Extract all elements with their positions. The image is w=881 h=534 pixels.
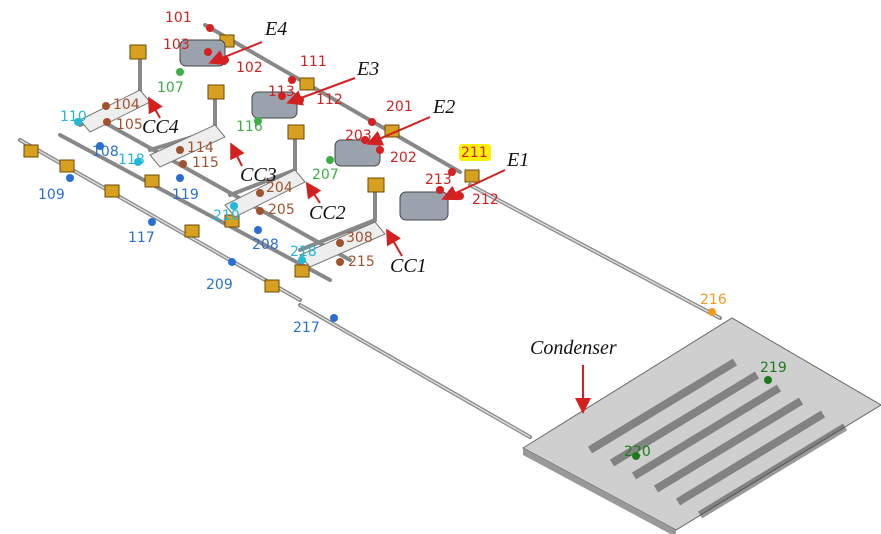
condenser-label: Condenser bbox=[530, 337, 617, 359]
sensor-label: 116 bbox=[236, 119, 263, 135]
sensor-dot bbox=[103, 118, 111, 126]
sensor-dot bbox=[206, 24, 214, 32]
sensor-label: 114 bbox=[187, 140, 214, 156]
sensor-label: 209 bbox=[206, 277, 233, 293]
sensor-label: 219 bbox=[760, 360, 787, 376]
cold-cap-label: CC2 bbox=[309, 202, 346, 224]
evaporator-label: E4 bbox=[264, 18, 287, 40]
sensor-label: 105 bbox=[116, 117, 143, 133]
sensor-label: 107 bbox=[157, 80, 184, 96]
sensor-dot bbox=[336, 239, 344, 247]
sensor-label: 102 bbox=[236, 60, 263, 76]
sensor-label: 108 bbox=[92, 144, 119, 160]
sensor-dot bbox=[336, 258, 344, 266]
sensor-label: 216 bbox=[700, 292, 727, 308]
sensor-dot bbox=[256, 207, 264, 215]
sensor-label: 203 bbox=[345, 128, 372, 144]
sensor-label: 211 bbox=[461, 145, 488, 161]
sensor-label: 117 bbox=[128, 230, 155, 246]
evaporator-label: E1 bbox=[506, 149, 529, 171]
sensor-label: 111 bbox=[300, 54, 327, 70]
sensor-label: 213 bbox=[425, 172, 452, 188]
cold-cap-label: CC4 bbox=[142, 116, 179, 138]
sensor-dot bbox=[456, 192, 464, 200]
sensor-dot bbox=[179, 160, 187, 168]
sensor-dot bbox=[176, 146, 184, 154]
sensor-dot bbox=[148, 218, 156, 226]
sensor-label: 104 bbox=[113, 97, 140, 113]
sensor-label: 109 bbox=[38, 187, 65, 203]
sensor-label: 217 bbox=[293, 320, 320, 336]
sensor-label: 103 bbox=[163, 37, 190, 53]
cold-cap-label: CC1 bbox=[390, 255, 427, 277]
sensor-label: 101 bbox=[165, 10, 192, 26]
sensor-label: 110 bbox=[60, 109, 87, 125]
sensor-dot bbox=[368, 118, 376, 126]
sensor-label: 215 bbox=[348, 254, 375, 270]
sensor-dot bbox=[764, 376, 772, 384]
sensor-dot bbox=[176, 68, 184, 76]
sensor-dot bbox=[330, 314, 338, 322]
sensor-dot bbox=[256, 189, 264, 197]
sensor-dot bbox=[254, 226, 262, 234]
sensor-label: 202 bbox=[390, 150, 417, 166]
sensor-label: 205 bbox=[268, 202, 295, 218]
sensor-dot bbox=[326, 156, 334, 164]
sensor-dot bbox=[376, 146, 384, 154]
sensor-label: 218 bbox=[290, 244, 317, 260]
sensor-dot bbox=[176, 174, 184, 182]
diagram: Condenser E4E3E2E1CC4CC3CC2CC11011031021… bbox=[0, 0, 881, 534]
sensor-label: 119 bbox=[172, 187, 199, 203]
sensor-label: 220 bbox=[624, 444, 651, 460]
sensor-dot bbox=[288, 76, 296, 84]
sensor-label: 208 bbox=[252, 237, 279, 253]
sensor-label: 204 bbox=[266, 180, 293, 196]
evaporator-label: E2 bbox=[432, 96, 455, 118]
sensor-label: 112 bbox=[316, 92, 343, 108]
evaporator-label: E3 bbox=[356, 58, 379, 80]
sensor-dot bbox=[102, 102, 110, 110]
sensor-label: 308 bbox=[346, 230, 373, 246]
sensor-dot bbox=[296, 96, 304, 104]
sensor-label: 207 bbox=[312, 167, 339, 183]
sensor-label: 118 bbox=[118, 152, 145, 168]
sensor-dot bbox=[66, 174, 74, 182]
sensor-label: 113 bbox=[268, 84, 295, 100]
sensor-label: 201 bbox=[386, 99, 413, 115]
sensor-dot bbox=[708, 308, 716, 316]
sensor-label: 210 bbox=[213, 208, 240, 224]
sensor-dot bbox=[221, 56, 229, 64]
sensor-dot bbox=[228, 258, 236, 266]
sensor-label: 212 bbox=[472, 192, 499, 208]
sensor-label: 115 bbox=[192, 155, 219, 171]
sensor-dot bbox=[204, 48, 212, 56]
